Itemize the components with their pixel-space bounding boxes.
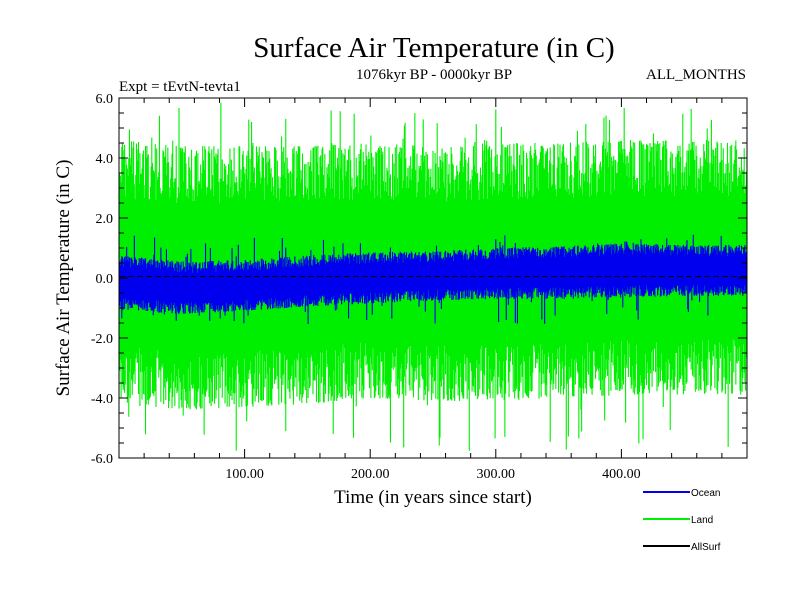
plot-area [119, 102, 747, 451]
legend-label-allsurf: AllSurf [691, 542, 721, 553]
chart-title: Surface Air Temperature (in C) [253, 32, 614, 64]
x-tick-label: 100.00 [225, 467, 264, 482]
series-ocean-band [119, 234, 747, 325]
y-tick-label: 2.0 [96, 212, 114, 227]
y-tick-label: 0.0 [96, 272, 114, 287]
legend-label-ocean: Ocean [691, 488, 720, 499]
axes: 100.00 200.00 300.00 400.00 -6.0 -4.0 -2.0 0.0 2… [91, 92, 748, 482]
y-tick-label: -2.0 [91, 332, 113, 347]
x-tick-label: 200.00 [351, 467, 390, 482]
y-tick-label: -6.0 [91, 452, 113, 467]
y-tick-label: 4.0 [96, 152, 114, 167]
chart-subtitle-experiment: Expt = tEvtN-tevta1 [119, 79, 241, 95]
y-tick-label: -4.0 [91, 392, 113, 407]
chart-subtitle-period: 1076kyr BP - 0000kyr BP [356, 67, 512, 83]
x-axis-label: Time (in years since start) [334, 487, 532, 508]
chart-subtitle-months: ALL_MONTHS [646, 67, 746, 83]
legend: Ocean Land AllSurf [643, 488, 721, 553]
x-tick-label: 400.00 [602, 467, 641, 482]
y-axis-label: Surface Air Temperature (in C) [53, 160, 74, 397]
x-tick-label: 300.00 [477, 467, 516, 482]
legend-label-land: Land [691, 515, 713, 526]
y-tick-label: 6.0 [96, 92, 114, 107]
